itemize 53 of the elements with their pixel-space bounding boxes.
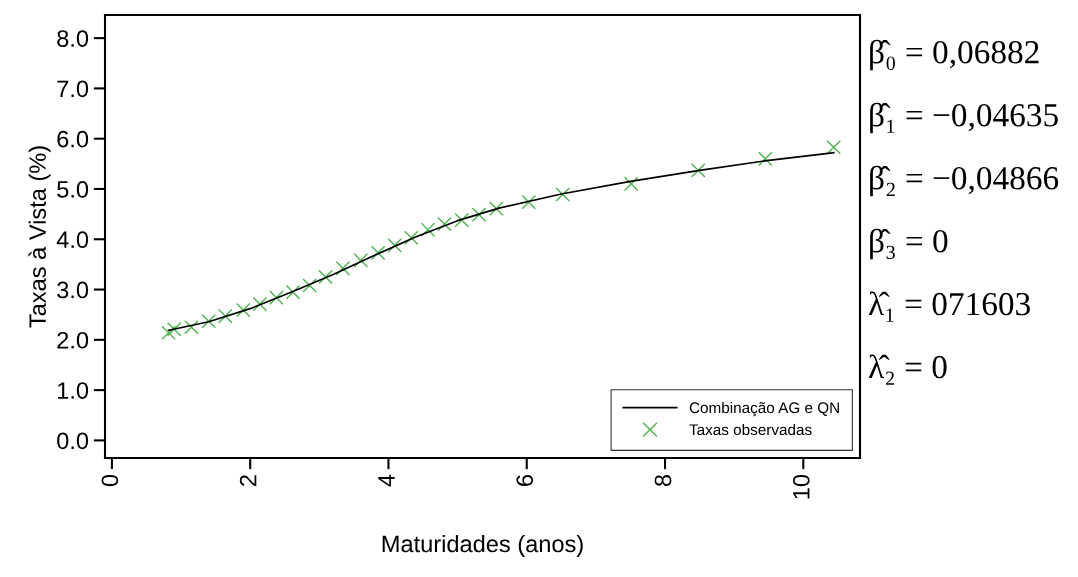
y-tick-label: 2.0 (57, 331, 89, 349)
point (269, 290, 284, 305)
point (471, 207, 487, 222)
point (404, 230, 419, 246)
point (201, 313, 216, 329)
point (302, 278, 317, 293)
point (161, 325, 176, 341)
point (437, 216, 452, 232)
text: β̂₃ = 0 (870, 228, 948, 260)
legend-label: Taxas observadas (689, 423, 812, 436)
x-tick-label: 4 (378, 474, 395, 487)
x-tick-label: 6 (516, 475, 534, 486)
text: β̂₀ = 0,06882 (870, 39, 1039, 71)
point (335, 261, 351, 276)
point (285, 284, 301, 300)
point (370, 245, 386, 261)
y-tick-label: 1.0 (58, 382, 89, 399)
text: λ̂₂ = 0 (868, 354, 947, 385)
point (387, 238, 402, 253)
point (555, 187, 570, 202)
y-axis-title: Taxas à Vista (%) (28, 146, 51, 328)
point (218, 308, 233, 324)
point (353, 253, 369, 268)
point (420, 222, 436, 237)
point (623, 176, 639, 192)
y-tick-label: 5.0 (57, 181, 89, 198)
text: β̂₁ = −0,04635 (870, 102, 1058, 134)
point (489, 201, 504, 216)
y-tick-label: 8.0 (57, 30, 89, 47)
y-tick-label: 6.0 (57, 130, 89, 148)
point (318, 269, 333, 285)
x-tick-label: 2 (239, 475, 257, 486)
point (521, 194, 537, 210)
y-tick-label: 4.0 (56, 231, 89, 249)
text: λ̂₁ = 071603 (868, 291, 1030, 322)
x-tick-label: 10 (792, 474, 810, 499)
point (252, 296, 268, 312)
line-series (167, 151, 835, 332)
point (826, 139, 842, 155)
y-tick-label: 7.0 (57, 80, 89, 98)
legend-label: Combinação AG e QN (689, 401, 839, 417)
y-tick-label: 3.0 (57, 281, 89, 299)
point (757, 151, 773, 167)
x-axis-title: Maturidades (anos) (382, 534, 583, 557)
point (454, 212, 470, 228)
point (690, 163, 706, 178)
x-tick-label: 8 (654, 475, 672, 487)
x-tick-label: 0 (101, 474, 119, 487)
point (184, 319, 199, 335)
point (235, 302, 251, 318)
point (166, 321, 182, 337)
y-tick-label: 0.0 (57, 432, 89, 450)
text: β̂₂ = −0,04866 (870, 165, 1059, 197)
